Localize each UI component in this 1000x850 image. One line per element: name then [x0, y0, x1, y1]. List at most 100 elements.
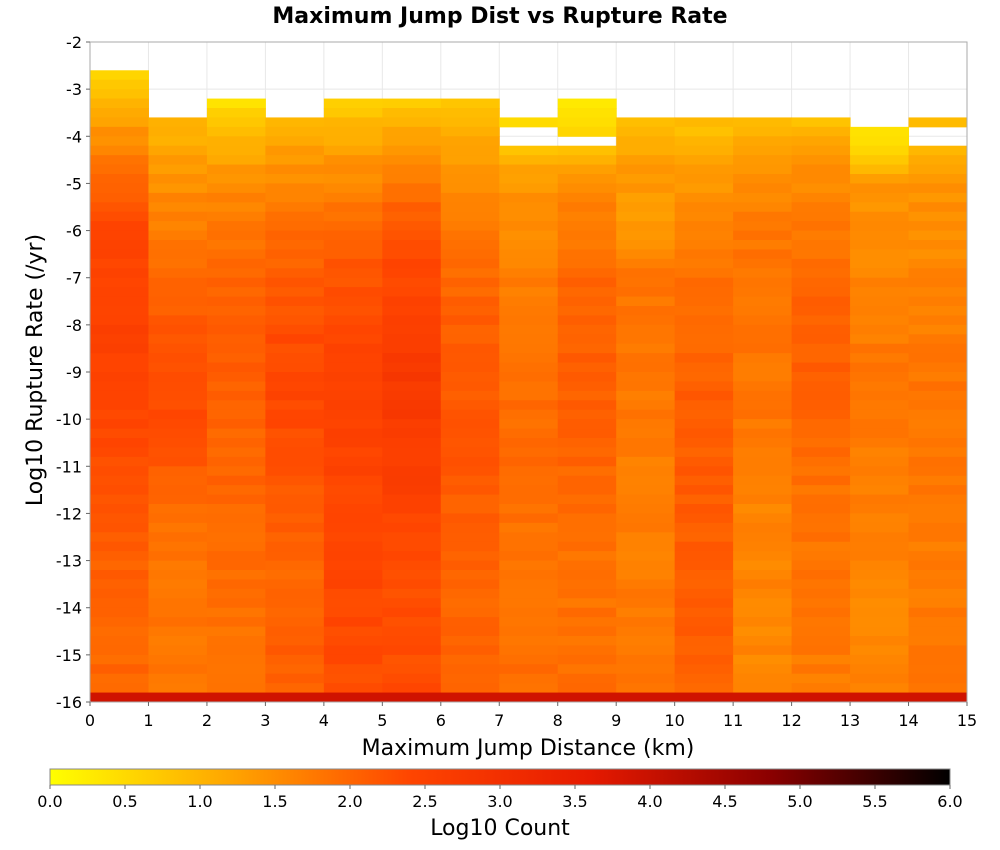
heatmap-cell: [733, 306, 793, 316]
heatmap-cell: [733, 126, 793, 137]
heatmap-cell: [616, 494, 676, 505]
heatmap-cell: [265, 381, 325, 392]
heatmap-cell: [440, 579, 500, 590]
heatmap-cell: [850, 145, 910, 156]
heatmap-cell: [850, 258, 910, 269]
heatmap-cell: [674, 221, 734, 232]
heatmap-cell: [791, 287, 851, 298]
heatmap-cell: [206, 598, 266, 609]
heatmap-cell: [148, 598, 208, 609]
heatmap-cell: [382, 664, 442, 675]
heatmap-cell: [499, 192, 559, 203]
x-tick-label: 2: [202, 711, 212, 730]
heatmap-cell: [791, 654, 851, 665]
heatmap-cell: [148, 372, 208, 382]
heatmap-cell: [499, 456, 559, 467]
heatmap-cell: [499, 353, 559, 364]
heatmap-cell: [382, 560, 442, 571]
heatmap-cell: [791, 617, 851, 628]
heatmap-cell: [440, 211, 500, 222]
heatmap-cell: [791, 202, 851, 213]
heatmap-cell: [382, 145, 442, 156]
heatmap-cell: [616, 588, 676, 599]
heatmap-cell: [265, 202, 325, 213]
heatmap-cell: [616, 390, 676, 401]
heatmap-cell: [148, 645, 208, 656]
heatmap-cell: [499, 202, 559, 213]
heatmap-cell: [323, 202, 383, 213]
heatmap-cell: [557, 409, 617, 420]
heatmap-cell: [206, 183, 266, 194]
heatmap-cell: [850, 456, 910, 467]
colorbar-tick-label: 6.0: [937, 792, 962, 811]
heatmap-cell: [733, 390, 793, 401]
heatmap-cell: [90, 654, 149, 665]
heatmap-cell: [440, 607, 500, 618]
heatmap-cell: [148, 504, 208, 514]
heatmap-cell: [850, 174, 910, 184]
heatmap-cell: [616, 504, 676, 514]
heatmap-cell: [733, 117, 793, 128]
heatmap-cell: [499, 183, 559, 194]
heatmap-cell: [90, 645, 149, 656]
heatmap-cell: [206, 409, 266, 420]
heatmap-cell: [908, 362, 968, 373]
heatmap-cell: [733, 353, 793, 364]
heatmap-cell: [440, 419, 500, 430]
heatmap-cell: [148, 438, 208, 448]
heatmap-cell: [733, 579, 793, 590]
heatmap-cell: [733, 532, 793, 543]
heatmap-cell: [674, 174, 734, 184]
heatmap-cells: [90, 70, 968, 702]
heatmap-cell: [616, 155, 676, 166]
heatmap-cell: [733, 466, 793, 477]
colorbar-tick-label: 5.5: [862, 792, 887, 811]
heatmap-cell: [791, 494, 851, 505]
heatmap-cell: [323, 126, 383, 137]
heatmap-cell: [499, 579, 559, 590]
heatmap-cell: [791, 211, 851, 222]
heatmap-cell: [850, 636, 910, 646]
heatmap-cell: [908, 513, 968, 524]
heatmap-cell: [90, 636, 149, 646]
heatmap-cell: [850, 183, 910, 194]
heatmap-cell: [616, 419, 676, 430]
heatmap-cell: [440, 673, 500, 684]
x-tick-label: 3: [260, 711, 270, 730]
heatmap-cell: [908, 296, 968, 307]
heatmap-cell: [616, 560, 676, 571]
heatmap-cell: [616, 541, 676, 552]
heatmap-cell: [616, 532, 676, 543]
heatmap-cell: [382, 372, 442, 382]
heatmap-cell: [616, 485, 676, 496]
heatmap-cell: [90, 400, 149, 411]
heatmap-cell: [557, 306, 617, 316]
heatmap-cell: [148, 570, 208, 580]
heatmap-cell: [850, 287, 910, 298]
heatmap-cell: [148, 400, 208, 411]
heatmap-cell: [323, 230, 383, 241]
heatmap-cell: [557, 221, 617, 232]
heatmap-cell: [323, 475, 383, 486]
heatmap-cell: [674, 400, 734, 411]
heatmap-cell: [733, 607, 793, 618]
heatmap-cell: [440, 108, 500, 118]
heatmap-cell: [382, 504, 442, 514]
heatmap-cell: [323, 268, 383, 279]
heatmap-cell: [733, 324, 793, 335]
heatmap-cell: [382, 636, 442, 646]
heatmap-cell: [265, 683, 325, 694]
colorbar-tick-label: 0.5: [112, 792, 137, 811]
heatmap-cell: [148, 164, 208, 175]
heatmap-cell: [616, 570, 676, 580]
heatmap-cell: [323, 504, 383, 514]
heatmap-cell: [265, 532, 325, 543]
heatmap-cell: [616, 617, 676, 628]
heatmap-cell: [791, 117, 851, 128]
heatmap-cell: [791, 485, 851, 496]
heatmap-cell: [557, 353, 617, 364]
heatmap-cell: [733, 240, 793, 250]
heatmap-cell: [382, 447, 442, 458]
heatmap-cell: [90, 504, 149, 514]
heatmap-cell: [674, 598, 734, 609]
